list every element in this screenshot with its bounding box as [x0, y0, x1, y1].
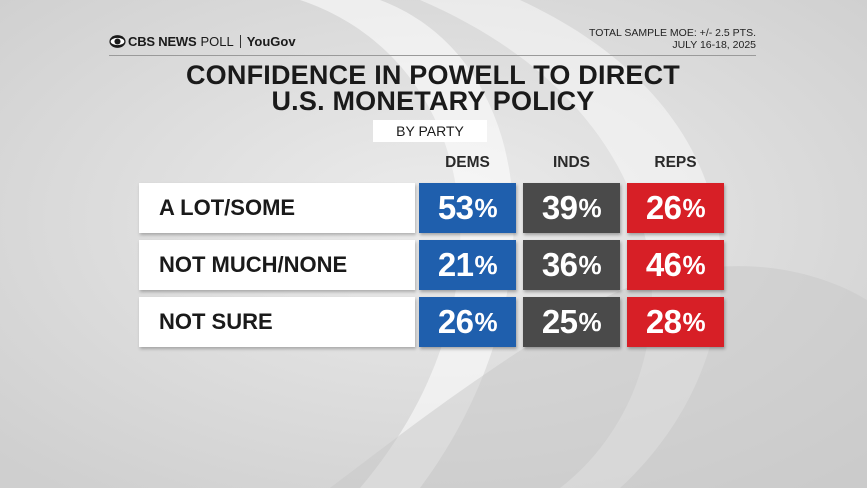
- brand-cbs: CBS NEWS: [128, 33, 197, 49]
- cbs-news-poll-logo: CBS NEWS POLL YouGov: [109, 33, 296, 49]
- value-unit: %: [474, 306, 498, 337]
- row-label-not-sure: NOT SURE: [139, 297, 415, 347]
- cbs-eye-icon: [109, 34, 126, 48]
- value-cell-inds-row-1: 39%: [523, 183, 620, 233]
- row-label-not-much-none: NOT MUCH/NONE: [139, 240, 415, 290]
- value-unit: %: [578, 306, 602, 337]
- poll-dates: JULY 16-18, 2025: [672, 39, 756, 51]
- column-header-reps: REPS: [654, 154, 697, 171]
- value-unit: %: [474, 249, 498, 280]
- value-unit: %: [474, 192, 498, 223]
- column-header-inds: INDS: [552, 154, 591, 171]
- brand-partner: YouGov: [246, 33, 296, 49]
- value-number: 36: [541, 246, 578, 283]
- value-cell-dems-row-1: 53%: [419, 183, 516, 233]
- value-cell-reps-row-1: 26%: [627, 183, 724, 233]
- header-rule: [109, 55, 756, 56]
- moe-text: TOTAL SAMPLE MOE: +/- 2.5 PTS.: [589, 27, 756, 39]
- brand-poll: POLL: [200, 33, 234, 49]
- chart-subtitle: BY PARTY: [373, 120, 487, 142]
- logo-divider: [239, 34, 241, 48]
- value-cell-dems-row-3: 26%: [419, 297, 516, 347]
- value-number: 25: [541, 303, 578, 340]
- value-number: 21: [437, 246, 474, 283]
- value-cell-dems-row-2: 21%: [419, 240, 516, 290]
- value-unit: %: [682, 192, 706, 223]
- value-unit: %: [578, 192, 602, 223]
- value-cell-inds-row-3: 25%: [523, 297, 620, 347]
- value-number: 53: [437, 189, 474, 226]
- sample-moe: TOTAL SAMPLE MOE: +/- 2.5 PTS. JULY 16-1…: [589, 27, 756, 51]
- value-unit: %: [578, 249, 602, 280]
- value-number: 39: [541, 189, 578, 226]
- chart-title: CONFIDENCE IN POWELL TO DIRECT U.S. MONE…: [133, 60, 733, 116]
- chart-title-line-2: U.S. MONETARY POLICY: [271, 86, 595, 116]
- column-header-dems: DEMS: [445, 154, 490, 171]
- value-number: 28: [645, 303, 682, 340]
- chart-title-line-1: CONFIDENCE IN POWELL TO DIRECT: [185, 60, 681, 90]
- row-label-a-lot-some: A LOT/SOME: [139, 183, 415, 233]
- value-cell-reps-row-2: 46%: [627, 240, 724, 290]
- value-number: 26: [437, 303, 474, 340]
- value-unit: %: [682, 249, 706, 280]
- value-number: 46: [645, 246, 682, 283]
- value-cell-reps-row-3: 28%: [627, 297, 724, 347]
- value-unit: %: [682, 306, 706, 337]
- value-cell-inds-row-2: 36%: [523, 240, 620, 290]
- value-number: 26: [645, 189, 682, 226]
